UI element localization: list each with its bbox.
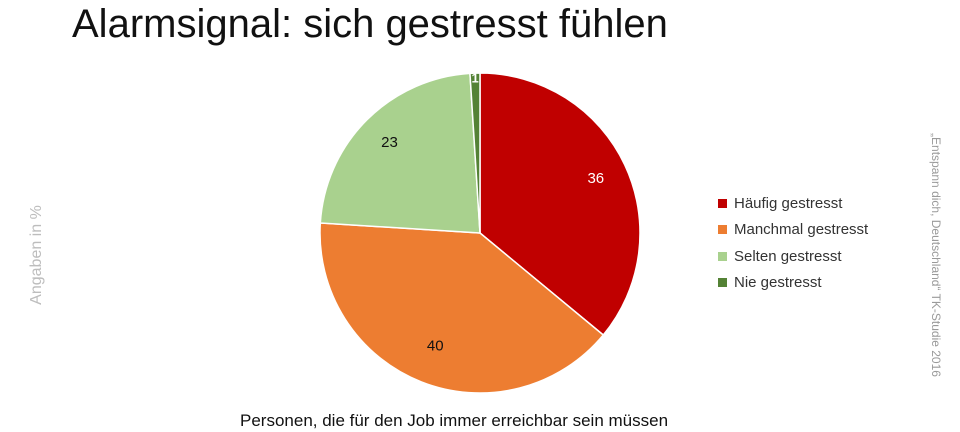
data-label-manchmal: 40 [427, 338, 444, 355]
pie-slice-nie [469, 72, 481, 234]
legend-item-nie: Nie gestresst [718, 270, 868, 297]
pie-slice-haeufig [479, 72, 641, 337]
data-label-nie: 1 [472, 70, 479, 85]
legend-swatch [718, 278, 727, 288]
legend-swatch [718, 198, 727, 208]
legend-item-manchmal: Manchmal gestresst [718, 217, 868, 244]
chart-title: Alarmsignal: sich gestresst fühlen [72, 2, 668, 46]
legend-label: Nie gestresst [734, 274, 822, 292]
legend-swatch [718, 225, 727, 235]
pie-slice-selten [319, 72, 481, 234]
legend-label: Selten gestresst [734, 247, 842, 265]
legend-swatch [718, 251, 727, 261]
legend: Häufig gestresst Manchmal gestresst Selt… [718, 190, 868, 296]
legend-item-haeufig: Häufig gestresst [718, 190, 868, 217]
data-label-haeufig: 36 [587, 170, 604, 187]
legend-label: Manchmal gestresst [734, 221, 869, 239]
chart-caption: Personen, die für den Job immer erreichb… [240, 411, 669, 430]
pie-slice-manchmal [319, 222, 605, 394]
legend-item-selten: Selten gestresst [718, 243, 868, 270]
legend-label: Häufig gestresst [734, 194, 843, 212]
data-label-selten: 23 [381, 134, 398, 151]
